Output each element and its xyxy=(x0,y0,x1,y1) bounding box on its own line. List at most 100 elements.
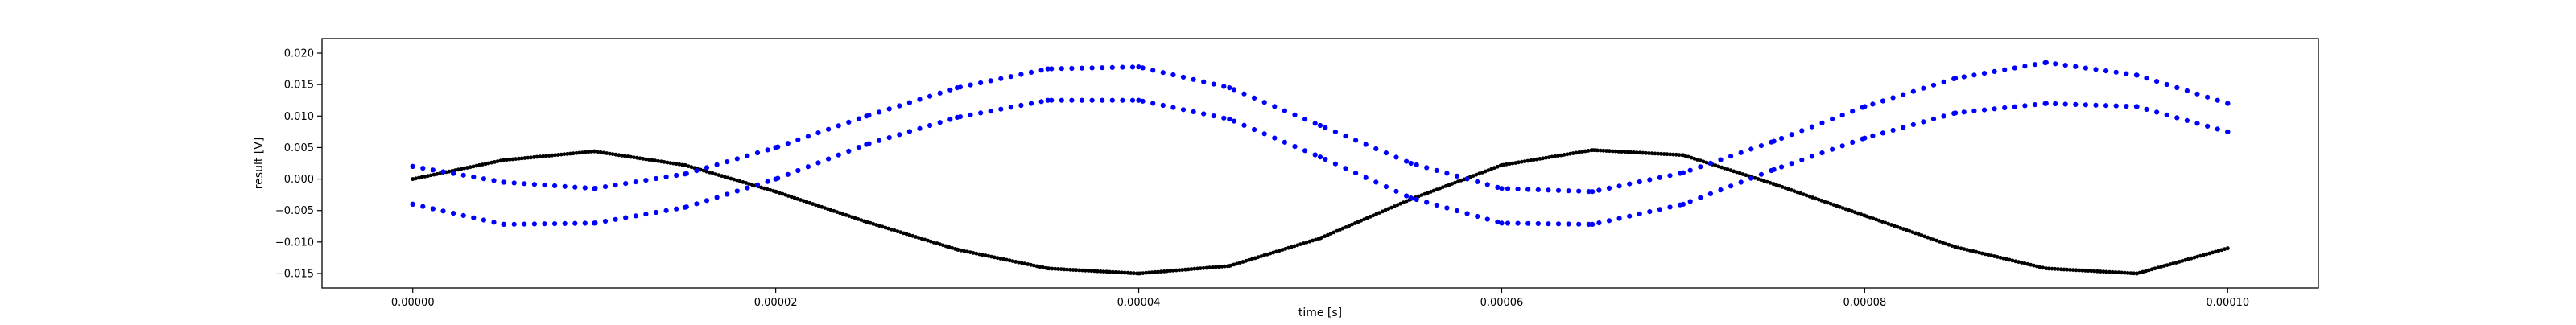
x-tick-label: 0.00000 xyxy=(391,297,435,309)
data-point xyxy=(1613,149,1618,154)
data-point xyxy=(440,208,446,214)
data-point xyxy=(2022,103,2028,109)
data-point xyxy=(460,212,466,218)
data-point xyxy=(792,195,797,200)
data-point xyxy=(716,173,721,178)
data-point xyxy=(1971,72,1977,78)
data-point xyxy=(919,237,924,241)
data-point xyxy=(768,187,773,192)
data-point xyxy=(856,116,861,121)
data-point xyxy=(1657,207,1662,212)
data-point xyxy=(785,171,791,177)
data-point xyxy=(897,103,902,109)
data-point xyxy=(1868,215,1872,220)
data-point xyxy=(1201,111,1207,117)
data-point xyxy=(1565,152,1570,157)
data-point xyxy=(1558,153,1563,158)
data-point xyxy=(1053,266,1058,271)
data-point xyxy=(602,218,609,224)
data-point xyxy=(1779,135,1785,142)
data-point xyxy=(605,151,609,155)
data-point xyxy=(1566,221,1571,227)
data-point xyxy=(1568,151,1572,156)
data-point xyxy=(440,169,446,175)
data-point xyxy=(1662,152,1666,156)
data-point xyxy=(656,158,660,163)
data-point xyxy=(1274,249,1278,254)
data-point xyxy=(2053,101,2058,107)
data-point xyxy=(682,171,688,177)
data-point xyxy=(1312,152,1318,158)
data-point xyxy=(783,192,788,197)
data-point xyxy=(1699,158,1703,163)
data-point xyxy=(1096,269,1100,274)
data-point xyxy=(1046,266,1051,271)
data-point xyxy=(1253,256,1257,261)
data-point xyxy=(998,76,1004,81)
data-point xyxy=(2134,104,2140,109)
data-point xyxy=(947,245,952,249)
data-point xyxy=(2065,267,2070,272)
data-point xyxy=(1840,206,1845,210)
data-point xyxy=(426,174,430,179)
data-point xyxy=(1995,255,2000,259)
data-point xyxy=(550,153,555,158)
data-point xyxy=(864,142,869,147)
data-point xyxy=(2144,106,2149,112)
data-point xyxy=(765,187,770,191)
data-point xyxy=(1871,216,1876,220)
data-point xyxy=(1180,107,1187,113)
data-point xyxy=(1352,221,1357,225)
data-point xyxy=(826,207,830,212)
data-point xyxy=(1332,161,1338,167)
data-point xyxy=(741,180,745,184)
data-point xyxy=(926,238,930,243)
data-point xyxy=(906,129,912,134)
data-point xyxy=(598,150,603,154)
data-point xyxy=(1359,218,1364,223)
data-point xyxy=(1606,185,1612,191)
data-point xyxy=(486,161,491,166)
data-point xyxy=(927,93,933,99)
data-point xyxy=(1522,159,1527,164)
data-point xyxy=(2043,101,2049,106)
data-point xyxy=(1150,270,1154,274)
data-point xyxy=(1525,158,1530,163)
data-point xyxy=(1317,122,1323,129)
data-point xyxy=(937,120,943,125)
data-point xyxy=(1756,177,1761,181)
data-point xyxy=(694,168,700,174)
data-point xyxy=(1901,227,1905,232)
data-point xyxy=(643,178,649,183)
data-point xyxy=(704,165,710,171)
data-point xyxy=(1227,117,1232,122)
data-point xyxy=(1484,216,1490,222)
data-point xyxy=(1525,187,1531,192)
data-point xyxy=(2201,253,2206,257)
data-point xyxy=(2198,253,2202,258)
data-point xyxy=(1580,150,1584,154)
data-point xyxy=(2083,102,2088,108)
data-point xyxy=(805,164,811,170)
data-point xyxy=(1414,162,1419,167)
data-point xyxy=(1170,72,1176,78)
data-point xyxy=(1974,249,1979,254)
data-point xyxy=(892,228,897,232)
data-point xyxy=(826,156,832,162)
data-point xyxy=(789,195,794,200)
data-point xyxy=(2012,65,2017,71)
data-point xyxy=(955,247,960,252)
data-point xyxy=(1241,91,1247,97)
data-point xyxy=(1541,156,1545,161)
data-point xyxy=(1008,105,1013,110)
data-point xyxy=(1762,179,1766,183)
data-point xyxy=(1535,187,1541,192)
data-point xyxy=(1386,207,1391,212)
data-point xyxy=(795,196,800,201)
data-point xyxy=(1641,150,1645,155)
data-point xyxy=(419,175,424,179)
data-point xyxy=(420,166,426,171)
series-1 xyxy=(411,148,2230,276)
data-point xyxy=(1374,212,1378,216)
